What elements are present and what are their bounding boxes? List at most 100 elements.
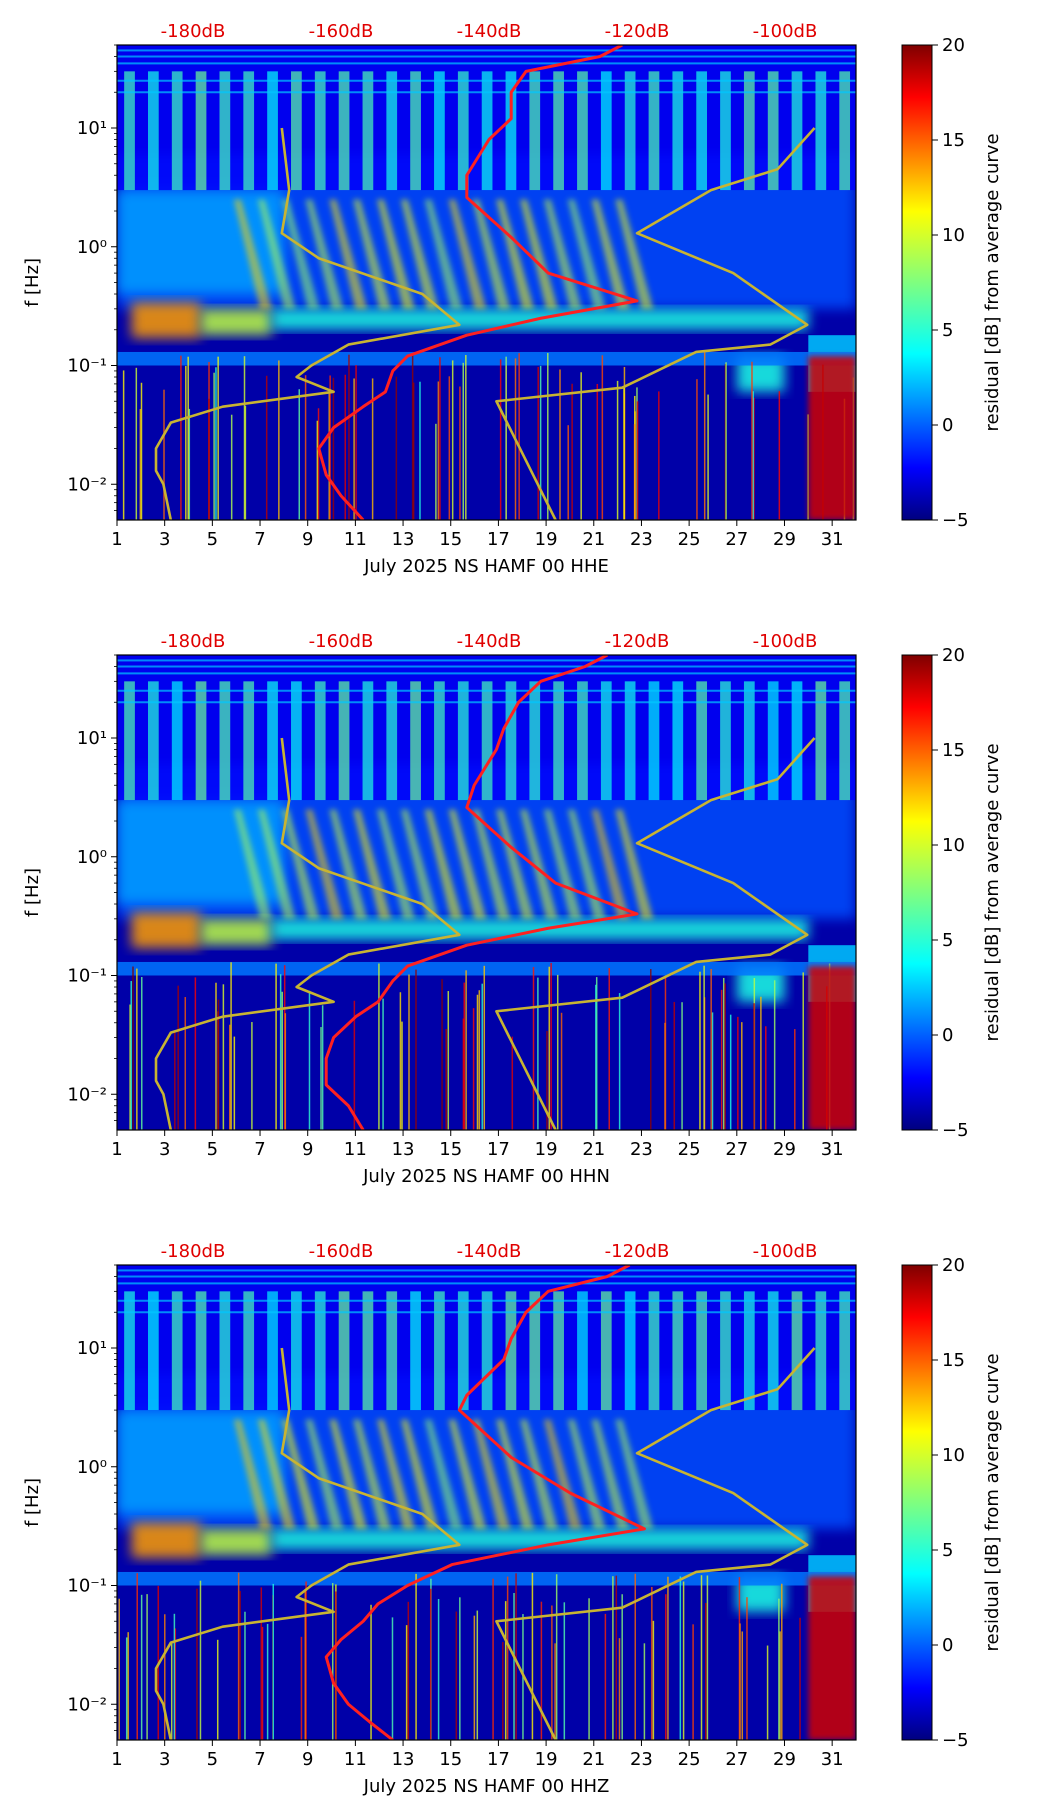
transient-glitch [199,1580,202,1740]
dispersion-streak [448,809,487,919]
transient-glitch [518,353,520,520]
transient-glitch [476,994,479,1130]
panel-2: 1 3 5 7 9 11 13 15 17 19 21 23 25 27 29 3110⁻²10⁻¹10⁰10… [22,631,1003,1187]
daily-noise-bar [362,1291,374,1411]
transient-glitch [407,1601,410,1740]
transient-glitch [664,1022,666,1130]
transient-glitch [462,362,465,520]
daily-noise-bar [767,71,779,191]
dispersion-streak [376,1419,415,1529]
colorbar-ticks: −5 0 5 10 15 20 [932,1255,969,1751]
x-tick-label: 23 [630,1749,653,1770]
earthquake-event [808,356,856,520]
colorbar-tick-label: 0 [942,1025,953,1046]
dispersion-streak [353,199,392,309]
transient-glitch [164,1614,166,1740]
transient-glitch [506,1576,509,1740]
y-tick-label: 10⁻² [67,1084,107,1105]
dispersion-streak [257,1419,296,1529]
transient-glitch [608,968,610,1130]
daily-noise-bar [624,71,636,191]
daily-noise-bar [577,71,588,191]
dispersion-streak [567,809,606,919]
dispersion-streak [281,809,320,919]
y-axis-label: f [Hz] [22,868,43,917]
daily-noise-bar [171,71,183,191]
transient-glitch [700,1575,703,1740]
colorbar-ticks: −5 0 5 10 15 20 [932,645,969,1141]
daily-noise-bar [672,71,684,191]
dispersion-streak [329,809,368,919]
x-tick-label: 29 [773,1139,796,1160]
instrument-line [117,1275,856,1278]
transient-glitch [706,1575,709,1740]
daily-noise-bar [434,1291,445,1411]
transient-glitch [415,969,417,1130]
transient-glitch [265,375,268,520]
x-tick-label: 19 [535,1139,558,1160]
daily-noise-bar [291,1291,302,1411]
transient-glitch [140,1594,143,1740]
daily-noise-bar [648,1291,660,1411]
daily-noise-bar [600,1291,612,1411]
transient-glitch [741,1022,743,1130]
y-tick-label: 10⁻² [67,474,107,495]
daily-noise-bar [529,1291,541,1411]
nlnm-curve [154,1347,461,1740]
transient-glitch [163,389,165,520]
daily-noise-bar [314,681,326,801]
daily-noise-bar [672,1291,684,1411]
dispersion-streak [496,199,535,309]
transient-glitch [439,357,441,520]
transient-glitch [537,366,539,520]
colorbar-ticks: −5 0 5 10 15 20 [932,35,969,531]
x-tick-label: 31 [821,529,844,550]
x-tick-label: 15 [439,1139,462,1160]
instrument-line [117,55,856,58]
transient-glitch [652,1620,655,1740]
transient-glitch [437,381,440,520]
transient-glitch [616,380,619,520]
dispersion-streak [305,1419,344,1529]
daily-noise-bar [696,71,708,191]
daily-noise-bar [600,71,612,191]
daily-noise-bar [577,1291,588,1411]
transient-glitch [125,1637,128,1740]
x-tick-label: 9 [302,1139,313,1160]
transient-glitch [370,1604,372,1740]
daily-noise-bar [505,681,517,801]
nlnm-curve [154,737,461,1130]
dispersion-streak [353,1419,392,1529]
daily-noise-bar [219,1291,231,1411]
transient-glitch [136,1573,138,1740]
colorbar-tick-label: 0 [942,1635,953,1656]
x-tick-label: 5 [207,529,218,550]
transient-glitch [284,1013,287,1130]
dispersion-streak [543,1419,582,1529]
transient-glitch [710,969,712,1130]
x-tick-label: 11 [344,529,367,550]
db-tick-label: -120dB [605,21,670,42]
dispersion-streak [591,1419,630,1529]
transient-glitch [540,1601,543,1740]
daily-noise-bar [505,1291,517,1411]
colorbar-tick-label: 15 [942,130,965,151]
daily-noise-bar [386,1291,398,1411]
nlnm-curve [154,127,461,520]
transient-glitch [665,1594,667,1740]
transient-glitch [720,989,723,1130]
transient-glitch [328,393,331,520]
x-axis: 1 3 5 7 9 11 13 15 17 19 21 23 25 27 29 31 [111,1740,844,1770]
daily-noise-bar [648,681,660,801]
db-tick-label: -140dB [457,1241,522,1262]
dispersion-streak [233,199,272,309]
transient-glitch [505,356,507,520]
x-tick-label: 1 [111,1139,122,1160]
secondary-microseism-peak [131,1522,201,1559]
dispersion-streak [400,809,439,919]
transient-glitch [472,1008,475,1130]
transient-glitch [130,981,132,1130]
transient-glitch [243,356,246,520]
transient-glitch [722,977,725,1130]
transient-glitch [667,1576,669,1740]
